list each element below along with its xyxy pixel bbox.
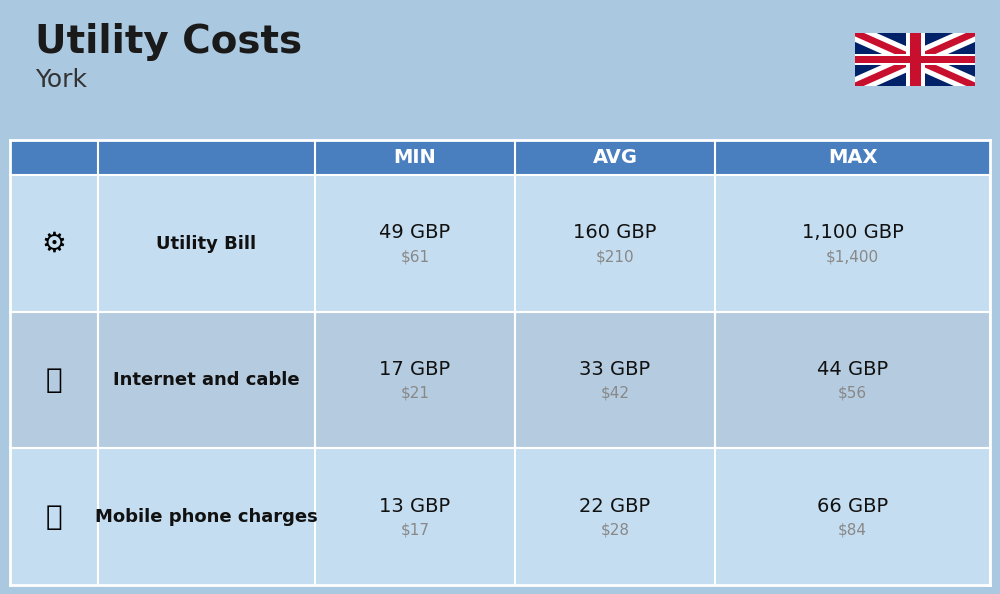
Text: 49 GBP: 49 GBP	[379, 223, 451, 242]
Polygon shape	[848, 27, 982, 92]
Text: 22 GBP: 22 GBP	[579, 497, 651, 516]
Polygon shape	[852, 30, 978, 89]
Text: $61: $61	[400, 249, 430, 264]
Text: 160 GBP: 160 GBP	[573, 223, 657, 242]
Bar	[10, 140, 990, 175]
Text: Utility Bill: Utility Bill	[156, 235, 257, 252]
Text: MIN: MIN	[394, 148, 436, 167]
Text: $17: $17	[400, 522, 429, 538]
Bar	[910, 33, 920, 86]
Text: $21: $21	[400, 386, 429, 401]
Bar	[855, 33, 975, 86]
Text: ⚙: ⚙	[42, 229, 66, 258]
Text: MAX: MAX	[828, 148, 877, 167]
Text: 17 GBP: 17 GBP	[379, 360, 451, 379]
Text: 1,100 GBP: 1,100 GBP	[802, 223, 903, 242]
Text: 66 GBP: 66 GBP	[817, 497, 888, 516]
Text: Internet and cable: Internet and cable	[113, 371, 300, 389]
Text: $84: $84	[838, 522, 867, 538]
Text: Mobile phone charges: Mobile phone charges	[95, 508, 318, 526]
Text: $210: $210	[596, 249, 634, 264]
Text: $1,400: $1,400	[826, 249, 879, 264]
Bar	[855, 54, 975, 65]
Bar	[855, 56, 975, 62]
Text: 33 GBP: 33 GBP	[579, 360, 651, 379]
Text: York: York	[35, 68, 87, 92]
Bar	[10, 175, 990, 312]
Text: AVG: AVG	[592, 148, 638, 167]
Text: Utility Costs: Utility Costs	[35, 23, 302, 61]
Text: 13 GBP: 13 GBP	[379, 497, 451, 516]
Bar	[10, 448, 990, 585]
Text: 44 GBP: 44 GBP	[817, 360, 888, 379]
Polygon shape	[852, 30, 978, 89]
Polygon shape	[848, 27, 982, 92]
Text: 📱: 📱	[46, 503, 62, 531]
Text: 📡: 📡	[46, 366, 62, 394]
Bar	[906, 33, 924, 86]
Bar	[10, 312, 990, 448]
Text: $56: $56	[838, 386, 867, 401]
Text: $42: $42	[600, 386, 630, 401]
Text: $28: $28	[600, 522, 630, 538]
